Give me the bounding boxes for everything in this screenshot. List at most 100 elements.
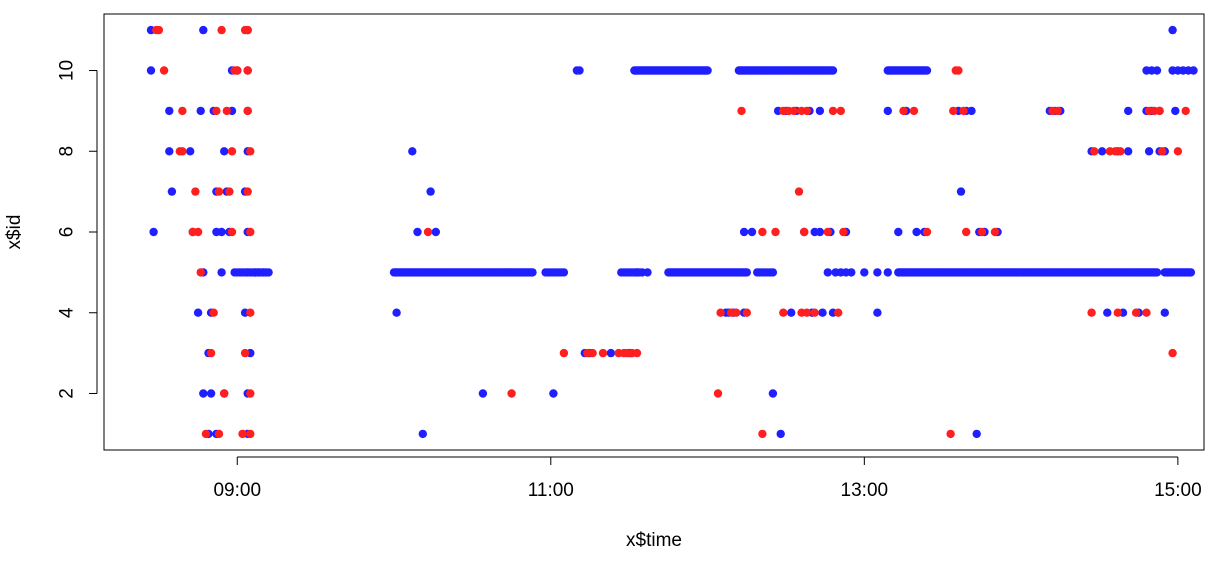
data-point-red bbox=[949, 106, 958, 116]
data-point-blue bbox=[1152, 66, 1162, 75]
y-tick-label: 8 bbox=[57, 146, 78, 157]
data-point-red bbox=[196, 268, 205, 277]
data-point-red bbox=[178, 147, 187, 156]
data-point-red bbox=[1158, 147, 1167, 156]
data-point-blue bbox=[922, 66, 932, 75]
data-point-red bbox=[227, 147, 237, 156]
data-point-blue bbox=[956, 187, 966, 196]
data-point-blue bbox=[703, 66, 712, 75]
data-point-blue bbox=[528, 268, 537, 277]
data-point-red bbox=[732, 308, 741, 317]
data-point-red bbox=[990, 227, 1000, 237]
data-point-red bbox=[758, 429, 767, 439]
data-point-red bbox=[823, 227, 832, 237]
data-point-blue bbox=[196, 106, 205, 116]
data-point-blue bbox=[635, 268, 644, 277]
data-point-blue bbox=[418, 429, 427, 439]
data-point-blue bbox=[167, 187, 177, 196]
data-point-red bbox=[193, 227, 203, 237]
data-point-red bbox=[962, 227, 971, 237]
data-point-blue bbox=[815, 227, 825, 237]
data-point-red bbox=[206, 348, 216, 358]
data-point-red bbox=[154, 25, 164, 35]
data-point-red bbox=[834, 308, 843, 317]
data-point-red bbox=[1053, 106, 1062, 116]
data-point-red bbox=[240, 348, 250, 358]
data-point-red bbox=[946, 429, 955, 439]
data-point-blue bbox=[606, 348, 616, 358]
data-point-blue bbox=[643, 268, 652, 277]
data-point-red bbox=[191, 187, 200, 196]
data-point-red bbox=[899, 106, 908, 116]
data-point-blue bbox=[972, 429, 981, 439]
x-tick-label: 11:00 bbox=[528, 480, 574, 501]
data-point-blue bbox=[186, 147, 195, 156]
data-point-blue bbox=[199, 25, 208, 35]
data-point-red bbox=[1116, 147, 1125, 156]
x-axis: 09:00 11:00 13:00 15:00 bbox=[213, 456, 1202, 501]
data-point-red bbox=[802, 308, 812, 317]
y-tick-label: 2 bbox=[57, 388, 78, 399]
y-axis-title: x$id bbox=[4, 215, 25, 250]
data-point-blue bbox=[1186, 268, 1196, 277]
data-point-blue bbox=[575, 66, 584, 75]
data-point-red bbox=[243, 66, 252, 75]
y-tick-label: 10 bbox=[57, 60, 78, 81]
data-point-red bbox=[794, 187, 804, 196]
data-point-red bbox=[836, 106, 845, 116]
data-point-blue bbox=[1124, 106, 1133, 116]
data-point-red bbox=[716, 308, 725, 317]
data-point-red bbox=[1142, 308, 1151, 317]
data-point-blue bbox=[747, 227, 757, 237]
data-point-red bbox=[758, 227, 767, 237]
data-point-blue bbox=[1189, 66, 1198, 75]
data-point-red bbox=[1113, 308, 1123, 317]
data-point-red bbox=[909, 106, 919, 116]
data-point-blue bbox=[217, 227, 226, 237]
data-point-red bbox=[922, 227, 932, 237]
data-point-blue bbox=[873, 308, 882, 317]
data-point-red bbox=[1168, 348, 1177, 358]
data-point-red bbox=[559, 348, 569, 358]
data-point-red bbox=[1087, 308, 1096, 317]
data-point-blue bbox=[1171, 106, 1180, 116]
data-point-red bbox=[1155, 106, 1164, 116]
data-point-blue bbox=[206, 389, 216, 398]
data-point-blue bbox=[478, 389, 488, 398]
data-point-blue bbox=[193, 308, 203, 317]
data-point-red bbox=[977, 227, 987, 237]
data-point-blue bbox=[146, 66, 156, 75]
data-point-red bbox=[246, 227, 255, 237]
data-point-red bbox=[178, 106, 187, 116]
data-point-blue bbox=[165, 106, 174, 116]
data-point-red bbox=[214, 187, 224, 196]
data-point-blue bbox=[894, 227, 903, 237]
data-point-blue bbox=[787, 308, 796, 317]
data-point-red bbox=[243, 106, 252, 116]
data-point-blue bbox=[776, 429, 785, 439]
x-axis-title: x$time bbox=[626, 530, 682, 551]
data-point-red bbox=[810, 308, 819, 317]
data-point-blue bbox=[847, 268, 856, 277]
data-point-red bbox=[954, 66, 963, 75]
data-point-blue bbox=[1124, 147, 1133, 156]
data-point-red bbox=[227, 227, 237, 237]
data-point-blue bbox=[1144, 147, 1154, 156]
data-point-red bbox=[225, 187, 234, 196]
data-point-blue bbox=[408, 147, 417, 156]
data-point-blue bbox=[217, 268, 226, 277]
data-point-blue bbox=[739, 227, 749, 237]
data-point-red bbox=[233, 66, 242, 75]
data-point-red bbox=[771, 227, 780, 237]
data-point-red bbox=[1173, 147, 1183, 156]
data-point-blue bbox=[768, 389, 778, 398]
data-point-blue bbox=[549, 389, 558, 398]
data-point-red bbox=[246, 429, 255, 439]
data-point-blue bbox=[768, 268, 778, 277]
data-point-red bbox=[1090, 147, 1099, 156]
data-point-red bbox=[588, 348, 597, 358]
data-point-blue bbox=[165, 147, 174, 156]
data-point-blue bbox=[1152, 268, 1162, 277]
data-point-blue bbox=[1160, 308, 1170, 317]
data-point-blue bbox=[883, 268, 892, 277]
